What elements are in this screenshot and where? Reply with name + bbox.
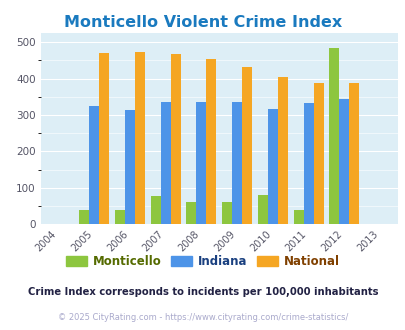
Bar (115, 210, 125, 224)
Bar (313, 83, 323, 224)
Bar (79, 210, 89, 224)
Bar (89, 106, 99, 224)
Bar (125, 110, 134, 224)
Bar (150, 196, 160, 224)
Bar (303, 103, 313, 224)
Text: © 2025 CityRating.com - https://www.cityrating.com/crime-statistics/: © 2025 CityRating.com - https://www.city… (58, 313, 347, 322)
Bar (186, 202, 196, 224)
Bar (339, 99, 348, 224)
Bar (170, 54, 180, 224)
Bar (293, 210, 303, 224)
Bar (222, 202, 232, 224)
Bar (277, 77, 287, 224)
Bar (160, 102, 170, 224)
Bar (99, 53, 109, 224)
Bar (267, 109, 277, 224)
Bar (232, 102, 241, 224)
Text: Monticello Violent Crime Index: Monticello Violent Crime Index (64, 15, 341, 30)
Bar (328, 48, 339, 224)
Legend: Monticello, Indiana, National: Monticello, Indiana, National (62, 252, 343, 272)
Bar (241, 67, 252, 224)
Bar (348, 83, 358, 224)
Bar (206, 58, 216, 224)
Bar (196, 102, 206, 224)
Text: Crime Index corresponds to incidents per 100,000 inhabitants: Crime Index corresponds to incidents per… (28, 287, 377, 297)
Bar (134, 51, 145, 224)
Bar (257, 195, 267, 224)
